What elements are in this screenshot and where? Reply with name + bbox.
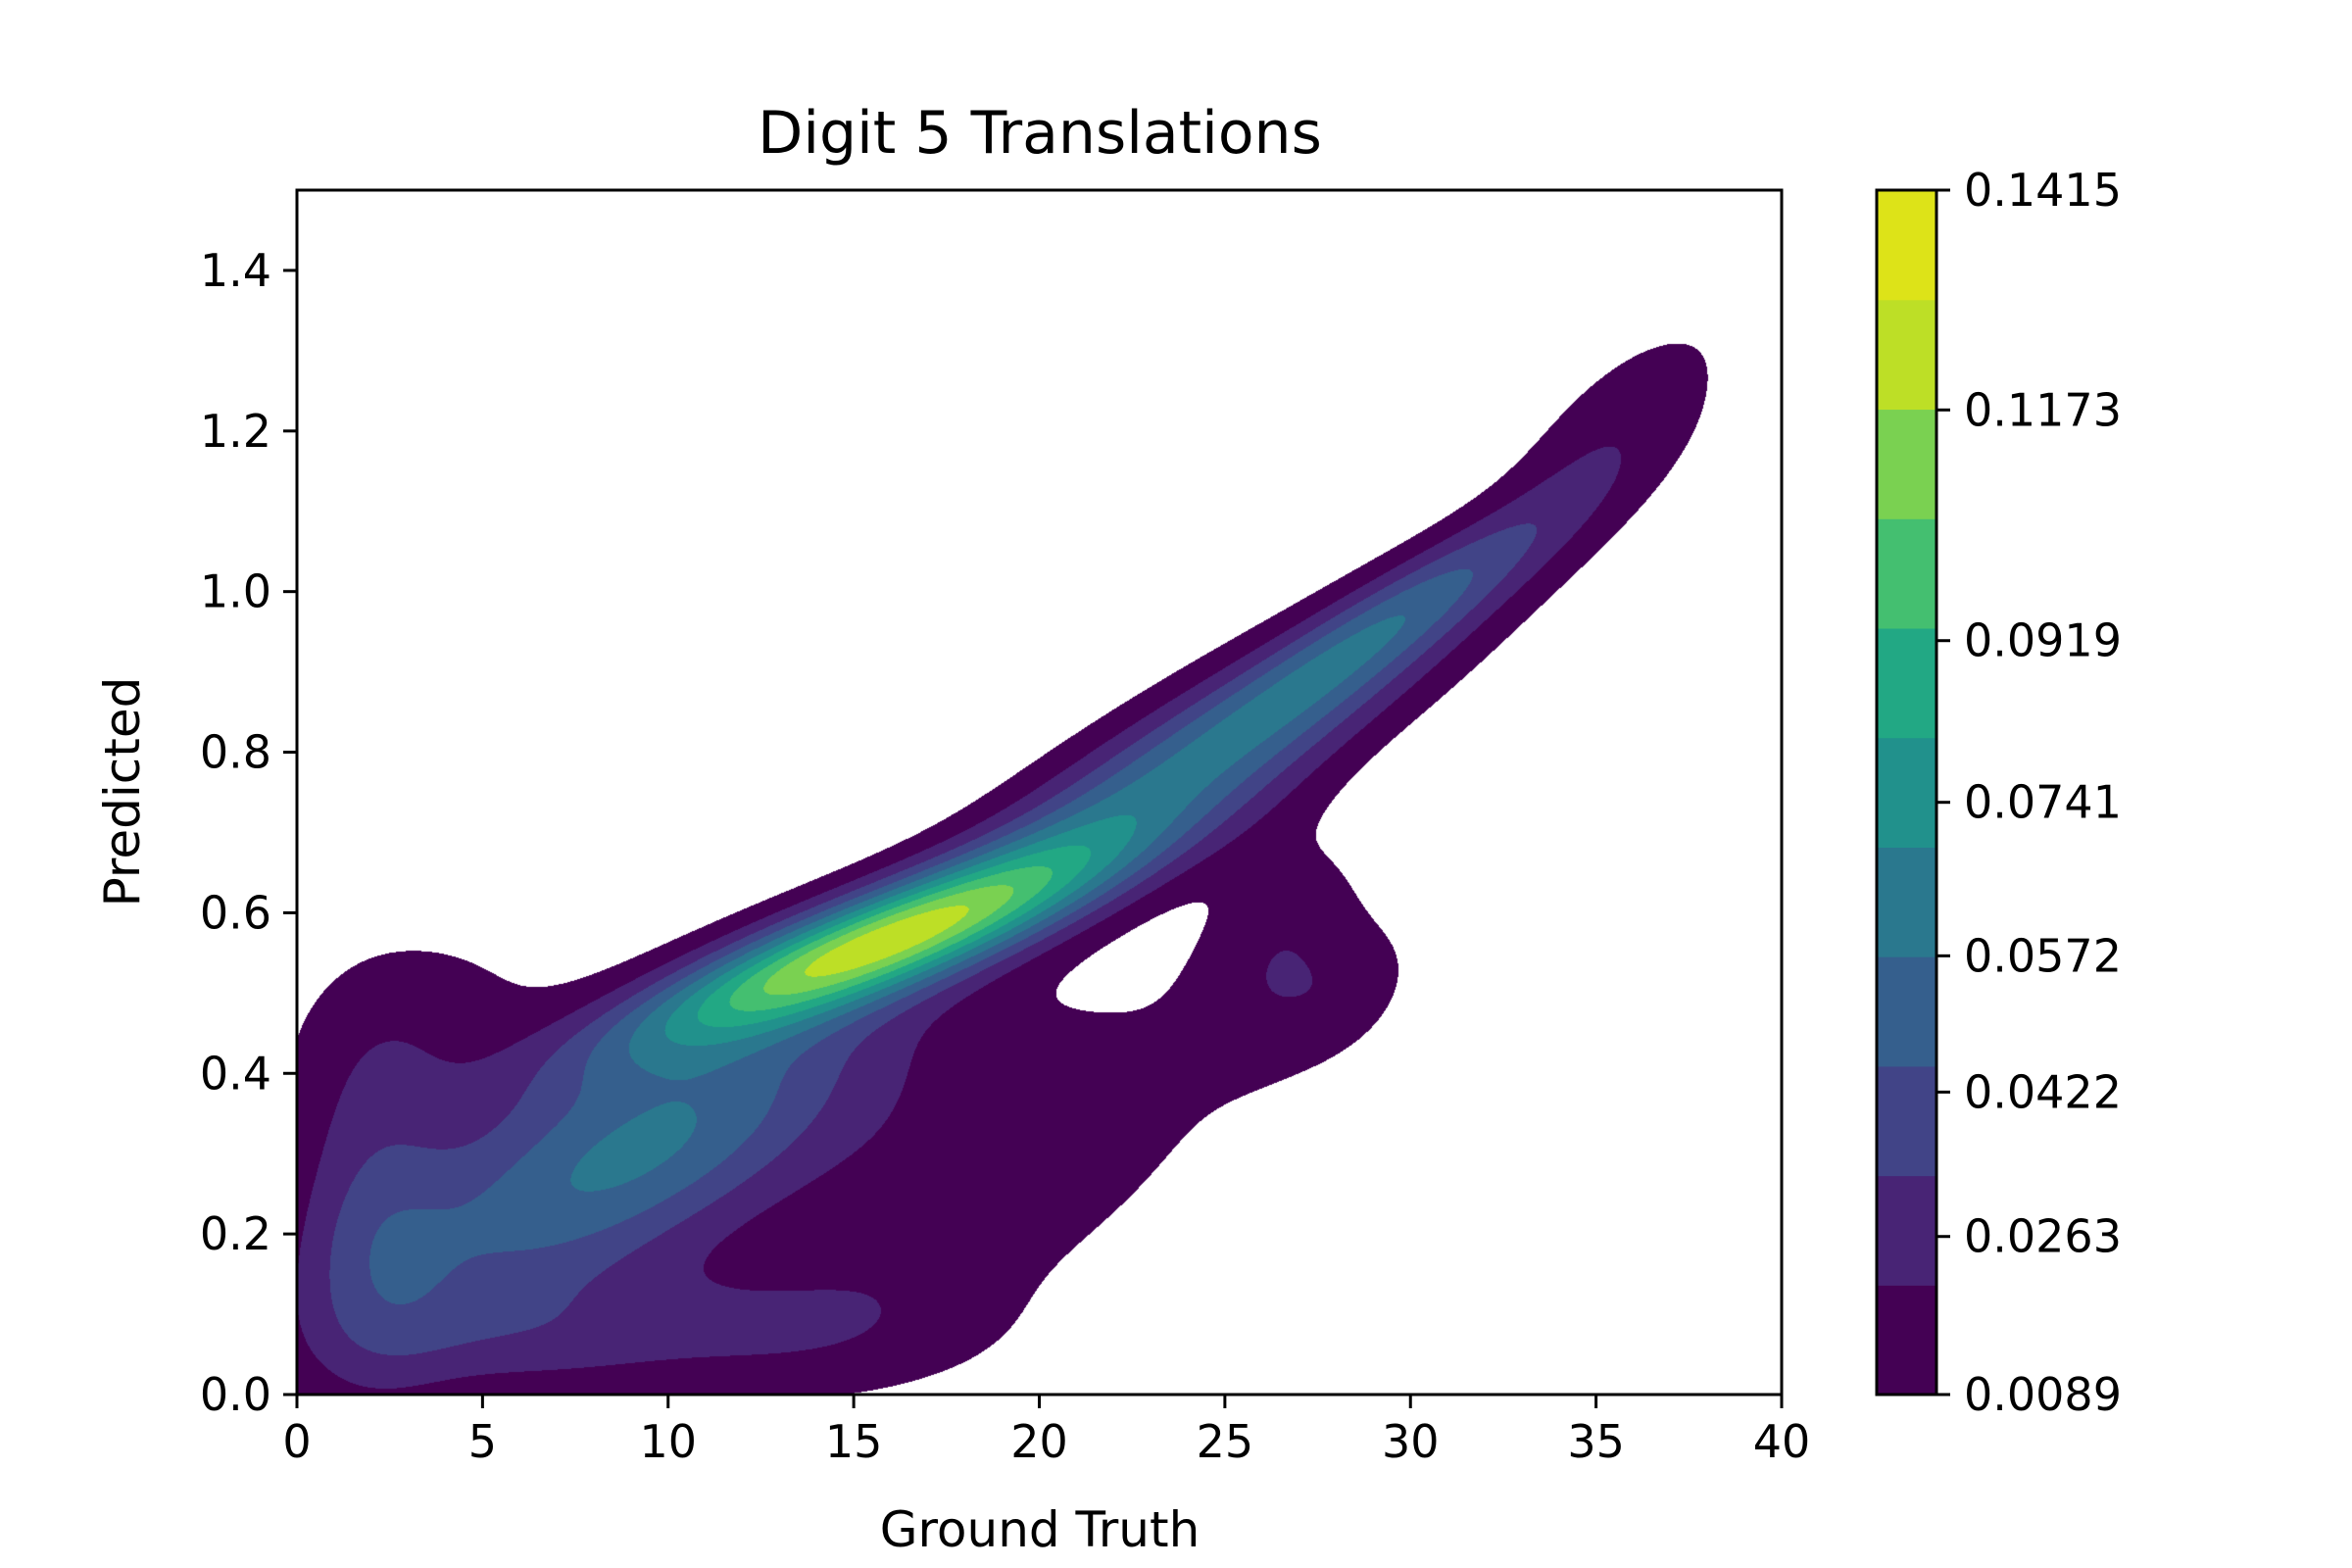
y-tick-label: 1.2 bbox=[200, 405, 271, 458]
y-tick-label: 1.0 bbox=[200, 565, 271, 618]
colorbar-tick-label: 0.0741 bbox=[1964, 776, 2122, 829]
y-tick-label: 0.6 bbox=[200, 886, 271, 939]
colorbar-bands bbox=[1877, 190, 1936, 1396]
colorbar-band bbox=[1877, 190, 1936, 301]
colorbar-band bbox=[1877, 299, 1936, 411]
plot-area bbox=[295, 188, 1784, 1396]
y-tick-label: 0.4 bbox=[200, 1047, 271, 1100]
x-tick-label: 15 bbox=[825, 1415, 883, 1468]
x-axis-label: Ground Truth bbox=[880, 1501, 1200, 1558]
colorbar-tick-label: 0.0572 bbox=[1964, 929, 2122, 982]
colorbar-tick-label: 0.1173 bbox=[1964, 383, 2122, 436]
colorbar: 0.0089 0.0263 0.0422 0.0572 0.0741 0.0919 0.11… bbox=[1875, 164, 2122, 1421]
x-tick-label: 10 bbox=[639, 1415, 697, 1468]
colorbar-band bbox=[1877, 956, 1936, 1067]
x-tick-label: 20 bbox=[1010, 1415, 1068, 1468]
colorbar-tick-label: 0.0919 bbox=[1964, 614, 2122, 667]
chart-title: Digit 5 Translations bbox=[758, 99, 1322, 168]
colorbar-band bbox=[1877, 1285, 1936, 1396]
x-tick-label: 30 bbox=[1382, 1415, 1440, 1468]
y-tick-label: 0.8 bbox=[200, 726, 271, 779]
y-tick-label: 1.4 bbox=[200, 244, 271, 297]
colorbar-band bbox=[1877, 627, 1936, 739]
density-contours bbox=[297, 190, 1782, 1395]
colorbar-ticks: 0.0089 0.0263 0.0422 0.0572 0.0741 0.0919 0.11… bbox=[1936, 164, 2122, 1421]
colorbar-band bbox=[1877, 1175, 1936, 1286]
x-tick-label: 0 bbox=[282, 1415, 311, 1468]
colorbar-tick-label: 0.0422 bbox=[1964, 1065, 2122, 1118]
colorbar-tick-label: 0.0089 bbox=[1964, 1368, 2122, 1421]
colorbar-tick-label: 0.1415 bbox=[1964, 164, 2122, 217]
x-axis: 0 5 10 15 20 25 30 35 40 bbox=[282, 1395, 1810, 1468]
x-tick-label: 40 bbox=[1753, 1415, 1811, 1468]
colorbar-frame bbox=[1875, 188, 1938, 1396]
colorbar-band bbox=[1877, 1065, 1936, 1177]
y-tick-label: 0.2 bbox=[200, 1207, 271, 1260]
colorbar-band bbox=[1877, 518, 1936, 629]
x-tick-label: 35 bbox=[1567, 1415, 1625, 1468]
colorbar-band bbox=[1877, 847, 1936, 957]
y-axis: 0.0 0.2 0.4 0.6 0.8 1.0 1.2 1.4 bbox=[200, 244, 297, 1421]
y-tick-label: 0.0 bbox=[200, 1368, 271, 1421]
colorbar-band bbox=[1877, 409, 1936, 519]
x-tick-label: 5 bbox=[468, 1415, 497, 1468]
colorbar-band bbox=[1877, 737, 1936, 848]
colorbar-tick-label: 0.0263 bbox=[1964, 1210, 2122, 1263]
y-axis-label: Predicted bbox=[94, 677, 151, 907]
x-tick-label: 25 bbox=[1197, 1415, 1254, 1468]
